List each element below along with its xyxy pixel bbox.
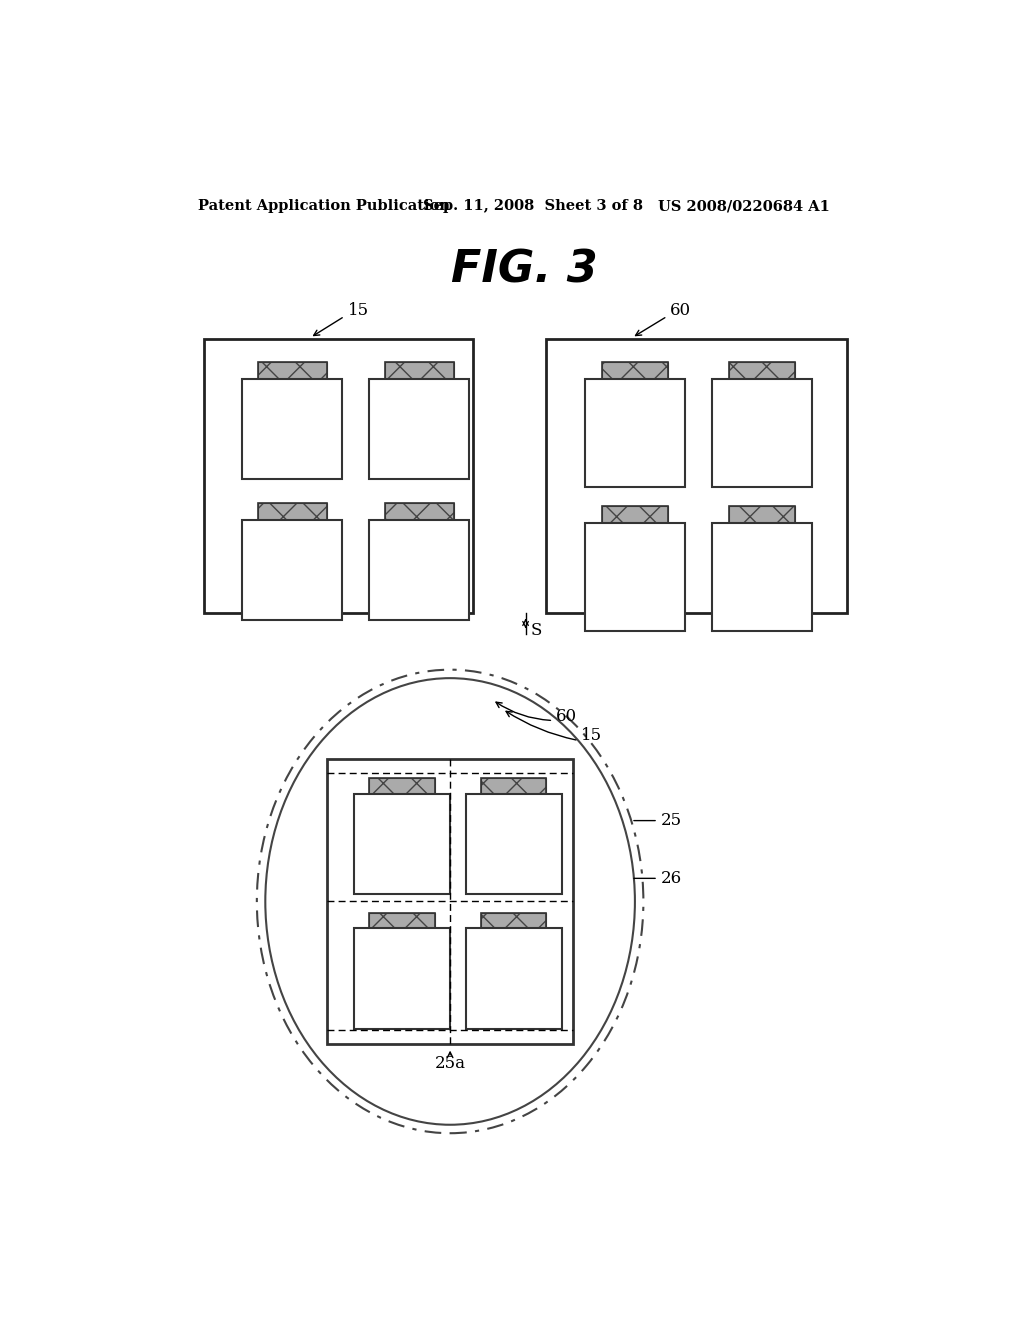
Text: FIG. 3: FIG. 3 xyxy=(452,248,598,292)
Text: S: S xyxy=(530,622,542,639)
Bar xyxy=(385,503,454,520)
Text: 15: 15 xyxy=(348,302,369,319)
Bar xyxy=(327,759,573,1044)
Bar xyxy=(602,507,668,524)
Ellipse shape xyxy=(257,669,643,1133)
Bar xyxy=(602,507,668,524)
Bar xyxy=(585,524,685,631)
Bar xyxy=(729,507,795,524)
Bar xyxy=(481,913,547,928)
Bar xyxy=(370,520,469,619)
Text: 25: 25 xyxy=(660,812,681,829)
Bar xyxy=(481,779,547,793)
Bar xyxy=(258,503,327,520)
Bar xyxy=(243,520,342,619)
Bar xyxy=(481,913,547,928)
Ellipse shape xyxy=(265,678,635,1125)
Bar xyxy=(258,503,327,520)
Bar xyxy=(712,379,812,487)
Bar xyxy=(258,363,327,379)
Bar xyxy=(385,363,454,379)
Bar xyxy=(370,779,435,793)
Text: 60: 60 xyxy=(670,302,690,319)
Bar xyxy=(370,379,469,479)
Bar xyxy=(385,363,454,379)
Bar xyxy=(243,379,342,479)
Bar xyxy=(370,913,435,928)
Bar xyxy=(370,913,435,928)
Bar xyxy=(466,793,562,894)
Bar xyxy=(602,363,668,379)
Text: 15: 15 xyxy=(581,727,602,744)
Text: 60: 60 xyxy=(556,708,578,725)
Bar xyxy=(712,524,812,631)
Bar xyxy=(466,928,562,1028)
Bar xyxy=(729,363,795,379)
Bar xyxy=(204,339,473,612)
Text: Sep. 11, 2008  Sheet 3 of 8: Sep. 11, 2008 Sheet 3 of 8 xyxy=(423,199,643,213)
Bar xyxy=(370,779,435,793)
Text: Patent Application Publication: Patent Application Publication xyxy=(199,199,451,213)
Text: US 2008/0220684 A1: US 2008/0220684 A1 xyxy=(658,199,829,213)
Bar xyxy=(729,507,795,524)
Bar xyxy=(585,379,685,487)
Bar xyxy=(547,339,847,612)
Bar xyxy=(729,363,795,379)
Bar xyxy=(354,928,451,1028)
Text: 26: 26 xyxy=(660,870,681,887)
Bar xyxy=(385,503,454,520)
Bar xyxy=(354,793,451,894)
Bar xyxy=(481,779,547,793)
Bar xyxy=(258,363,327,379)
Text: 25a: 25a xyxy=(434,1055,466,1072)
Bar xyxy=(602,363,668,379)
